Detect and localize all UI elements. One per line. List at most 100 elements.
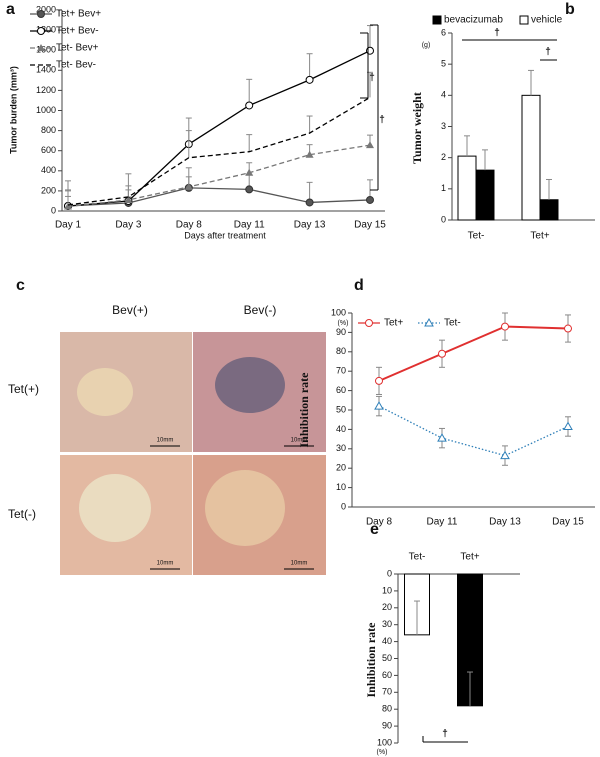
x-tick-label: Day 3 (115, 220, 142, 231)
tumor (205, 470, 285, 546)
y-tick-label: 20 (382, 602, 392, 612)
y-tick-label: 40 (382, 636, 392, 646)
annotation: † (379, 115, 385, 126)
series-line (67, 187, 371, 207)
x-tick-label: Day 8 (366, 517, 393, 528)
x-tick-label: Day 11 (234, 220, 265, 231)
y-tick-label: 800 (41, 125, 56, 135)
x-tick-label: Day 11 (427, 517, 458, 528)
panel-label: b (565, 1, 575, 18)
marker (563, 421, 573, 430)
panel-label: a (6, 1, 15, 18)
y-tick-label: 2000 (36, 4, 56, 14)
x-tick-label: Day 13 (294, 220, 326, 231)
y-axis-title: Inhibition rate (297, 372, 311, 448)
marker (245, 101, 254, 110)
marker (564, 324, 572, 333)
y-tick-label: 1000 (36, 105, 56, 115)
panel-label: d (354, 277, 364, 294)
y-tick-label: 10 (336, 482, 346, 492)
y-tick-label: 30 (382, 619, 392, 629)
marker (305, 75, 314, 84)
bar (539, 199, 559, 221)
row-label: Tet(-) (8, 507, 36, 521)
annotation: † (545, 47, 551, 58)
series-line (378, 325, 569, 382)
tumor (79, 474, 151, 542)
marker (64, 202, 72, 210)
annotation: † (442, 729, 448, 740)
legend-label: Tet- (444, 318, 461, 329)
legend-label: Tet- Bev- (56, 60, 96, 71)
y-tick-label: 5 (441, 59, 446, 69)
y-tick-label: 1800 (36, 24, 56, 34)
y-axis-title: Tumor weight (410, 92, 424, 164)
bar (457, 155, 477, 221)
y-tick-label: 1200 (36, 85, 56, 95)
marker (37, 10, 45, 18)
y-tick-label: 0 (387, 568, 392, 578)
legend-label: bevacizumab (444, 15, 503, 26)
marker (374, 401, 384, 410)
marker (305, 150, 314, 158)
y-tick-label: 90 (382, 720, 392, 730)
y-tick-label: 1600 (36, 45, 56, 55)
y-tick-label: 0 (441, 214, 446, 224)
y-tick-label: 10 (382, 585, 392, 595)
series-line (67, 96, 371, 206)
column-label: Bev(+) (112, 303, 148, 317)
y-tick-label: 1400 (36, 65, 56, 75)
marker (366, 141, 374, 149)
series-line (67, 50, 371, 207)
scale-label: 10mm (291, 561, 308, 567)
y-tick-label: 2 (441, 152, 446, 162)
marker (245, 185, 254, 194)
x-tick-label: Tet+ (460, 552, 479, 563)
annotation: † (369, 73, 375, 84)
y-tick-label: 90 (336, 327, 346, 337)
y-tick-label: 4 (441, 90, 446, 100)
column-label: Bev(-) (244, 303, 277, 317)
marker (37, 44, 45, 51)
y-tick-label: 100 (331, 307, 346, 317)
x-tick-label: Day 15 (354, 220, 386, 231)
y-tick-label: 30 (336, 443, 346, 453)
y-tick-label: 50 (336, 404, 346, 414)
legend-label: Tet+ Bev- (56, 26, 99, 37)
y-tick-label: 600 (41, 145, 56, 155)
legend-swatch (432, 15, 442, 25)
y-tick-label: 0 (341, 501, 346, 511)
y-tick-label: 20 (336, 463, 346, 473)
y-tick-label: 60 (336, 385, 346, 395)
legend-label: vehicle (531, 15, 563, 26)
y-tick-label: 1 (441, 183, 446, 193)
scale-label: 10mm (291, 438, 308, 444)
tumor (215, 357, 285, 413)
marker (366, 195, 374, 204)
y-tick-label: 400 (41, 165, 56, 175)
y-tick-label: 200 (41, 185, 56, 195)
panel-label: c (16, 277, 25, 294)
marker (437, 433, 447, 442)
x-tick-label: Day 13 (489, 517, 521, 528)
y-tick-label: 40 (336, 424, 346, 434)
marker (438, 349, 446, 358)
marker (375, 376, 383, 385)
legend-swatch (519, 15, 529, 25)
series-line (378, 405, 569, 457)
scale-label: 10mm (157, 438, 174, 444)
x-tick-label: Tet- (409, 552, 426, 563)
marker (124, 195, 133, 203)
annotation: † (494, 28, 500, 39)
scale-label: 10mm (157, 561, 174, 567)
y-tick-label: 70 (336, 366, 346, 376)
photo-panel: 10mm 10mm 10mm 10mm Bev(+) Bev(-) Tet(+)… (8, 303, 326, 575)
legend-label: Tet- Bev+ (56, 43, 99, 54)
x-tick-label: Day 8 (176, 220, 203, 231)
bar (475, 169, 495, 221)
marker (365, 319, 373, 327)
y-tick-label: 70 (382, 687, 392, 697)
marker (305, 198, 314, 207)
y-unit: (g) (422, 42, 431, 49)
